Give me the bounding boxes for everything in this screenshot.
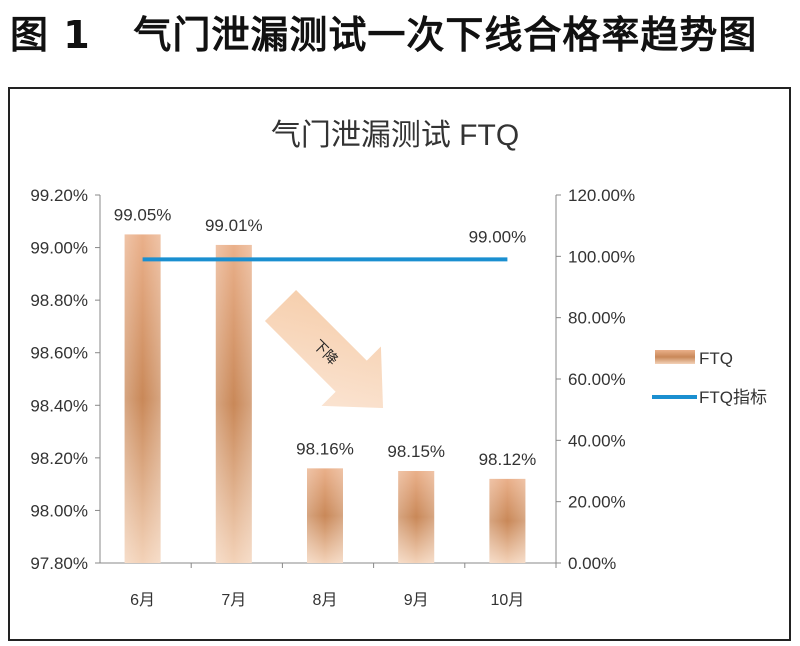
bar-data-label: 99.05% xyxy=(114,205,172,224)
bar-highlight xyxy=(489,478,526,563)
bar-data-label: 99.01% xyxy=(205,216,263,235)
x-tick-label: 6月 xyxy=(130,592,155,609)
bar-highlight xyxy=(398,471,435,563)
bar-data-label: 98.16% xyxy=(296,439,354,458)
bar-highlight xyxy=(215,244,252,563)
right-tick-label: 20.00% xyxy=(568,493,626,512)
left-tick-label: 98.80% xyxy=(30,291,88,310)
left-tick-label: 97.80% xyxy=(30,554,88,573)
left-tick-label: 99.20% xyxy=(30,186,88,205)
x-tick-label: 8月 xyxy=(313,592,338,609)
x-tick-label: 7月 xyxy=(221,592,246,609)
legend-swatch-ftq xyxy=(655,350,695,364)
right-tick-label: 60.00% xyxy=(568,370,626,389)
bar-data-label: 98.12% xyxy=(479,450,537,469)
right-tick-label: 120.00% xyxy=(568,186,635,205)
left-tick-label: 99.00% xyxy=(30,239,88,258)
legend-label-ftq: FTQ xyxy=(699,349,733,368)
chart-title: 气门泄漏测试 FTQ xyxy=(271,119,519,152)
x-tick-label: 9月 xyxy=(404,592,429,609)
right-tick-label: 80.00% xyxy=(568,309,626,328)
decline-arrow: 下降 xyxy=(264,289,384,409)
bar-highlight xyxy=(307,468,343,563)
left-tick-label: 98.20% xyxy=(30,449,88,468)
chart-frame xyxy=(8,87,791,641)
left-tick-label: 98.60% xyxy=(30,344,88,363)
left-tick-label: 98.00% xyxy=(30,501,88,520)
target-line-label: 99.00% xyxy=(469,227,527,246)
right-tick-label: 0.00% xyxy=(568,554,616,573)
bar-data-label: 98.15% xyxy=(387,442,445,461)
bar-highlight xyxy=(124,234,161,563)
legend-label-target: FTQ指标 xyxy=(699,388,767,407)
x-tick-label: 10月 xyxy=(490,592,524,609)
left-tick-label: 98.40% xyxy=(30,396,88,415)
figure-title: 图 1 气门泄漏测试一次下线合格率趋势图 xyxy=(10,13,758,57)
right-tick-label: 40.00% xyxy=(568,431,626,450)
right-tick-label: 100.00% xyxy=(568,247,635,266)
